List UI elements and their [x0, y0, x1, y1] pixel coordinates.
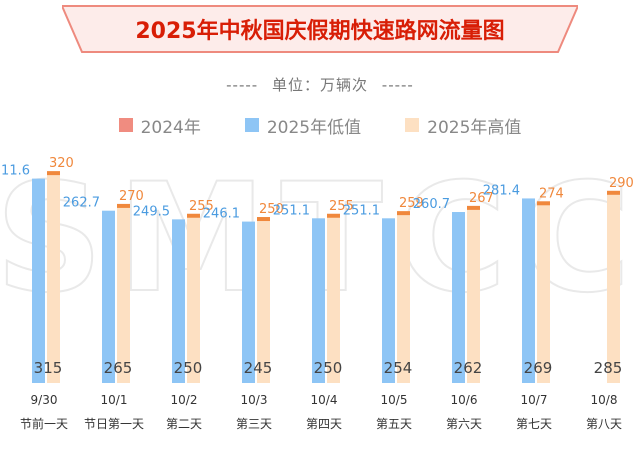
x-tick-category: 节日第一天: [84, 417, 144, 431]
x-tick-category: 第七天: [516, 417, 552, 431]
legend-label-2025-high: 2025年高值: [427, 117, 522, 138]
unit-dashes-left: -----: [226, 76, 259, 94]
marker-2025-high: [257, 217, 270, 222]
x-tick-category: 第八天: [586, 417, 622, 431]
bar-2025-high: [397, 213, 410, 383]
label-2024-value: 315: [34, 359, 63, 377]
x-tick-category: 第六天: [446, 417, 482, 431]
marker-2025-high: [467, 205, 480, 210]
label-2024-value: 250: [174, 359, 203, 377]
marker-2025-high: [327, 213, 340, 218]
x-tick-date: 10/2: [171, 393, 198, 407]
label-2025-low: 281.4: [483, 183, 520, 198]
label-2025-high: 267: [469, 191, 494, 206]
unit-label: 单位：万辆次: [271, 76, 368, 94]
label-2025-high: 320: [49, 156, 74, 171]
label-2025-high: 259: [399, 196, 424, 211]
marker-2025-high: [117, 203, 130, 208]
label-2025-high: 255: [189, 199, 214, 214]
bar-2025-low: [522, 198, 535, 383]
unit-dashes-right: -----: [381, 76, 414, 94]
bar-2025-high: [47, 173, 60, 383]
x-tick-date: 10/1: [101, 393, 128, 407]
marker-2025-high: [397, 211, 410, 216]
legend-item-2024: 2024年: [118, 113, 201, 138]
x-tick-category: 第五天: [376, 417, 412, 431]
label-2024-value: 269: [524, 359, 553, 377]
label-2025-low: 251.1: [273, 203, 310, 218]
label-2024-value: 262: [454, 359, 483, 377]
chart-title: 2025年中秋国庆假期快速路网流量图: [135, 19, 505, 44]
bar-2025-high: [117, 205, 130, 383]
title-banner: [62, 5, 578, 53]
label-2025-high: 255: [329, 199, 354, 214]
label-2025-high: 270: [119, 189, 144, 204]
bar-2025-low: [32, 178, 45, 383]
label-2025-low: 249.5: [133, 204, 170, 219]
label-2025-low: 246.1: [203, 207, 240, 222]
legend-label-2024: 2024年: [140, 117, 201, 138]
bar-2025-low: [382, 218, 395, 383]
bar-2025-low: [452, 212, 465, 383]
bar-2025-low: [242, 221, 255, 383]
marker-2025-high: [47, 171, 60, 176]
x-tick-category: 第三天: [236, 417, 272, 431]
x-tick-category: 第二天: [166, 417, 202, 431]
legend-item-2025-high: 2025年高值: [405, 113, 521, 138]
x-tick-date: 10/7: [521, 393, 548, 407]
label-2025-low: 262.7: [63, 196, 100, 211]
bar-2025-high: [467, 207, 480, 383]
label-2024-value: 245: [244, 359, 273, 377]
x-tick-date: 10/5: [381, 393, 408, 407]
legend: 2024年 2025年低值 2025年高值: [0, 112, 640, 138]
marker-2025-high: [187, 213, 200, 218]
legend-label-2025-low: 2025年低值: [266, 117, 362, 138]
label-2024-value: 265: [104, 359, 133, 377]
x-tick-date: 10/6: [451, 393, 478, 407]
x-tick-date: 9/30: [31, 393, 58, 407]
x-tick-category: 节前一天: [20, 416, 68, 431]
legend-swatch-2024: [118, 118, 133, 132]
bar-2025-high: [607, 192, 620, 383]
label-2024-value: 285: [594, 359, 623, 377]
label-2025-high: 250: [259, 202, 284, 217]
bar-2025-low: [312, 218, 325, 383]
bar-2025-high: [187, 215, 200, 383]
x-tick-date: 10/3: [241, 393, 268, 407]
label-2025-low: 311.6: [0, 164, 30, 179]
label-2024-value: 254: [384, 359, 413, 377]
legend-item-2025-low: 2025年低值: [244, 113, 362, 138]
label-2025-high: 274: [539, 186, 564, 201]
marker-2025-high: [607, 190, 620, 195]
marker-2025-high: [537, 201, 550, 206]
bar-2025-high: [257, 219, 270, 383]
legend-swatch-2025-low: [244, 118, 259, 132]
bar-2025-low: [102, 210, 115, 383]
label-2025-low: 251.1: [343, 203, 380, 218]
x-tick-category: 第四天: [306, 417, 342, 431]
label-2025-high: 290: [609, 176, 634, 191]
label-2025-low: 260.7: [413, 197, 450, 212]
bar-2025-high: [327, 215, 340, 383]
bar-2025-low: [172, 219, 185, 383]
x-tick-date: 10/4: [311, 393, 338, 407]
legend-swatch-2025-high: [405, 118, 420, 132]
bar-2025-high: [537, 203, 550, 383]
unit-label-line: ----- 单位：万辆次 -----: [0, 74, 640, 95]
x-tick-date: 10/8: [591, 393, 618, 407]
label-2024-value: 250: [314, 359, 343, 377]
